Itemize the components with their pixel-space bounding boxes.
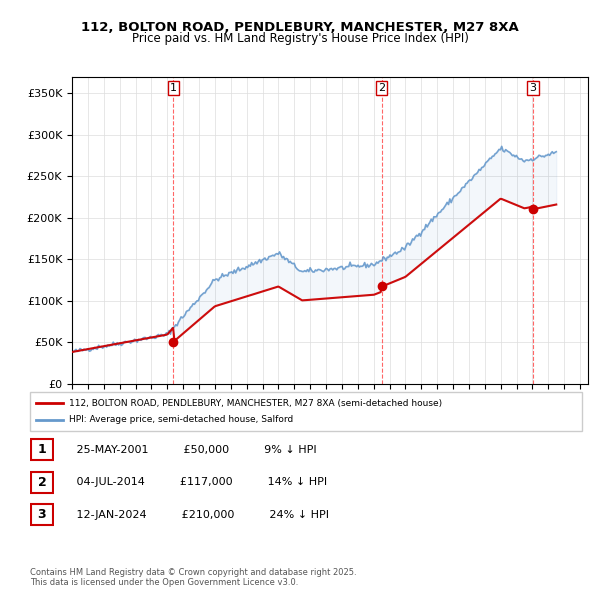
Text: Contains HM Land Registry data © Crown copyright and database right 2025.
This d: Contains HM Land Registry data © Crown c… <box>30 568 356 587</box>
Text: 112, BOLTON ROAD, PENDLEBURY, MANCHESTER, M27 8XA (semi-detached house): 112, BOLTON ROAD, PENDLEBURY, MANCHESTER… <box>68 399 442 408</box>
FancyBboxPatch shape <box>31 472 53 493</box>
Text: 2: 2 <box>378 83 385 93</box>
Text: 112, BOLTON ROAD, PENDLEBURY, MANCHESTER, M27 8XA: 112, BOLTON ROAD, PENDLEBURY, MANCHESTER… <box>81 21 519 34</box>
Text: Price paid vs. HM Land Registry's House Price Index (HPI): Price paid vs. HM Land Registry's House … <box>131 32 469 45</box>
Text: 04-JUL-2014          £117,000          14% ↓ HPI: 04-JUL-2014 £117,000 14% ↓ HPI <box>66 477 327 487</box>
Text: 1: 1 <box>38 443 46 457</box>
Text: 2: 2 <box>38 476 46 489</box>
Text: 25-MAY-2001          £50,000          9% ↓ HPI: 25-MAY-2001 £50,000 9% ↓ HPI <box>66 445 317 455</box>
FancyBboxPatch shape <box>31 504 53 525</box>
FancyBboxPatch shape <box>31 439 53 460</box>
Text: HPI: Average price, semi-detached house, Salford: HPI: Average price, semi-detached house,… <box>68 415 293 424</box>
Text: 12-JAN-2024          £210,000          24% ↓ HPI: 12-JAN-2024 £210,000 24% ↓ HPI <box>66 510 329 520</box>
Text: 1: 1 <box>170 83 177 93</box>
Text: 3: 3 <box>38 508 46 522</box>
FancyBboxPatch shape <box>30 392 582 431</box>
Text: 3: 3 <box>529 83 536 93</box>
